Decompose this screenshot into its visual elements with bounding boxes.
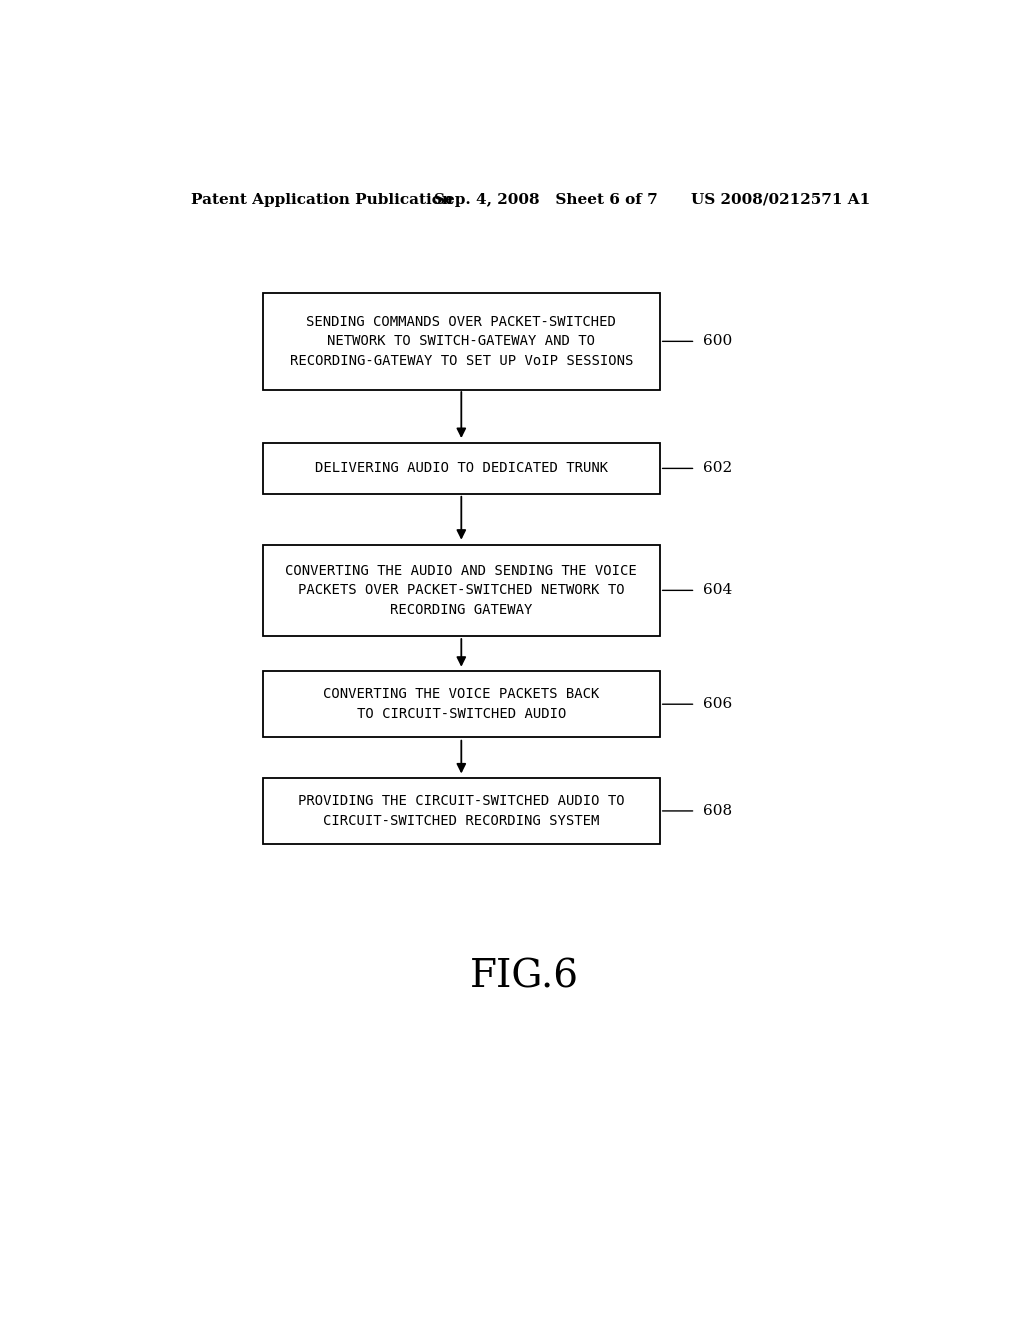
Text: SENDING COMMANDS OVER PACKET-SWITCHED
NETWORK TO SWITCH-GATEWAY AND TO
RECORDING: SENDING COMMANDS OVER PACKET-SWITCHED NE… [290,315,633,368]
Text: CONVERTING THE VOICE PACKETS BACK
TO CIRCUIT-SWITCHED AUDIO: CONVERTING THE VOICE PACKETS BACK TO CIR… [324,688,599,721]
Text: 606: 606 [703,697,732,711]
FancyBboxPatch shape [263,777,659,843]
Text: US 2008/0212571 A1: US 2008/0212571 A1 [691,193,870,207]
Text: Sep. 4, 2008   Sheet 6 of 7: Sep. 4, 2008 Sheet 6 of 7 [433,193,657,207]
FancyBboxPatch shape [263,293,659,389]
FancyBboxPatch shape [263,545,659,636]
Text: DELIVERING AUDIO TO DEDICATED TRUNK: DELIVERING AUDIO TO DEDICATED TRUNK [314,462,608,475]
Text: 608: 608 [703,804,732,818]
Text: 600: 600 [703,334,732,348]
FancyBboxPatch shape [263,444,659,494]
Text: 604: 604 [703,583,732,598]
FancyBboxPatch shape [263,671,659,738]
Text: PROVIDING THE CIRCUIT-SWITCHED AUDIO TO
CIRCUIT-SWITCHED RECORDING SYSTEM: PROVIDING THE CIRCUIT-SWITCHED AUDIO TO … [298,795,625,828]
Text: Patent Application Publication: Patent Application Publication [191,193,454,207]
Text: 602: 602 [703,462,732,475]
Text: CONVERTING THE AUDIO AND SENDING THE VOICE
PACKETS OVER PACKET-SWITCHED NETWORK : CONVERTING THE AUDIO AND SENDING THE VOI… [286,564,637,616]
Text: FIG.6: FIG.6 [470,958,580,995]
